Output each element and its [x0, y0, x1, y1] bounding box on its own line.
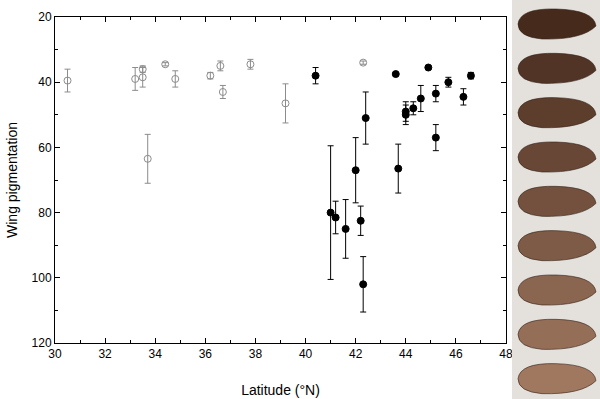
svg-text:120: 120 [32, 336, 52, 350]
svg-text:80: 80 [38, 206, 52, 220]
svg-text:40: 40 [299, 347, 313, 361]
svg-text:60: 60 [38, 141, 52, 155]
svg-text:20: 20 [38, 10, 52, 24]
svg-text:32: 32 [98, 347, 112, 361]
svg-text:44: 44 [399, 347, 413, 361]
svg-text:100: 100 [32, 271, 52, 285]
svg-text:Wing pigmentation: Wing pigmentation [4, 122, 20, 238]
svg-text:36: 36 [199, 347, 213, 361]
svg-text:34: 34 [149, 347, 163, 361]
svg-text:40: 40 [38, 75, 52, 89]
svg-text:42: 42 [349, 347, 363, 361]
svg-text:30: 30 [48, 347, 62, 361]
svg-text:38: 38 [249, 347, 263, 361]
svg-text:Latitude (°N): Latitude (°N) [241, 382, 320, 398]
svg-text:48: 48 [499, 347, 513, 361]
svg-text:46: 46 [449, 347, 463, 361]
